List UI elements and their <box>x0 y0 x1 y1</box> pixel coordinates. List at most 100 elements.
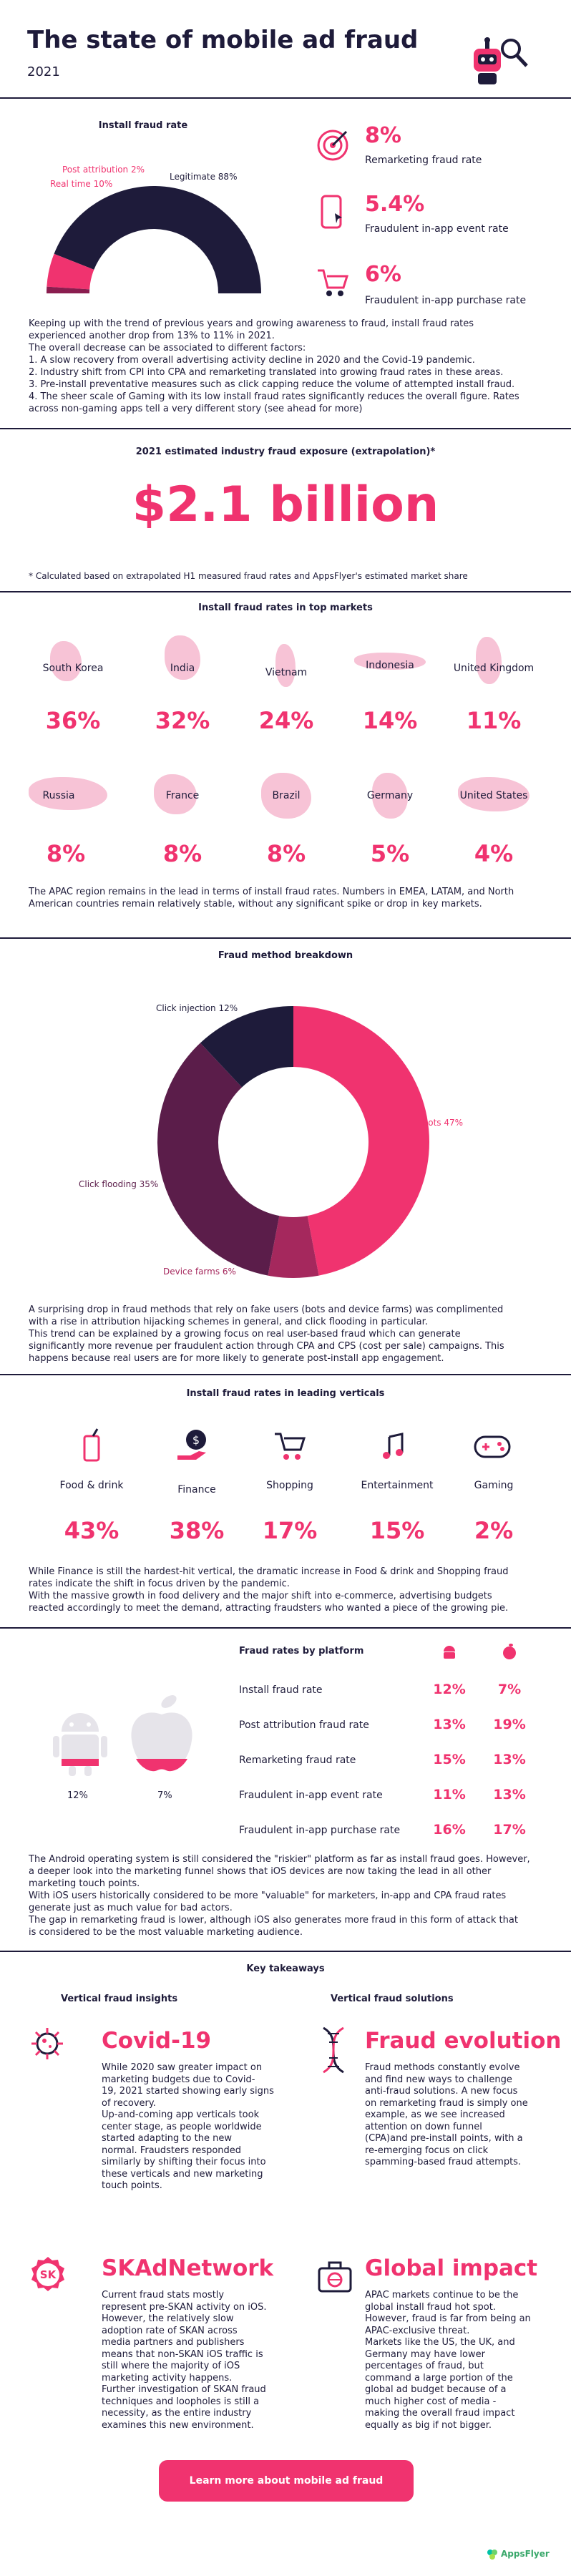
country-name: France <box>165 790 200 801</box>
exposure-value: $2.1 billion <box>132 477 439 533</box>
label-legitimate: Legitimate 88% <box>170 172 238 182</box>
divider <box>0 1951 571 1952</box>
platform-ios-value: 7% <box>497 1682 522 1697</box>
stat-label-inapp-purchase: Fraudulent in-app purchase rate <box>365 295 527 306</box>
exposure-footnote: * Calculated based on extrapolated H1 me… <box>29 571 468 581</box>
platform-ios-value: 13% <box>493 1752 526 1767</box>
country-rate: 4% <box>474 840 514 867</box>
country-name: India <box>170 663 195 674</box>
country-name: Vietnam <box>265 667 308 678</box>
platform-ios-value: 13% <box>493 1787 526 1802</box>
divider <box>0 1627 571 1629</box>
takeaways-title: Key takeaways <box>246 1963 325 1974</box>
map-vietnam <box>275 644 296 687</box>
apple-logo-icon <box>127 1693 196 1776</box>
install-fraud-title: Install fraud rate <box>98 120 188 131</box>
country-rate: 24% <box>258 707 314 734</box>
donut-slice-post-attribution <box>47 286 90 293</box>
country-rate: 8% <box>162 840 202 867</box>
vertical-rate: 15% <box>369 1517 425 1544</box>
donut-slice-device-farms <box>268 1216 319 1278</box>
cart-icon <box>315 265 351 301</box>
country-rate: 32% <box>155 707 210 734</box>
country-name: United States <box>459 790 528 801</box>
vertical-name: Entertainment <box>361 1480 434 1491</box>
stat-value-remarketing: 8% <box>365 123 401 148</box>
gamepad-icon <box>472 1433 512 1461</box>
skan-badge-icon: SK <box>29 2255 67 2294</box>
map-united-kingdom <box>476 637 502 684</box>
country-name: Brazil <box>272 790 301 801</box>
label-post-attribution: Post attribution 2% <box>62 165 145 175</box>
money-hand-icon: $ <box>175 1425 215 1465</box>
label-click-injection: Click injection 12% <box>156 1003 238 1013</box>
map-south-korea <box>50 641 82 681</box>
platform-android-value: 12% <box>433 1682 466 1697</box>
drink-cup-icon <box>79 1428 104 1463</box>
method-title: Fraud method breakdown <box>218 950 353 961</box>
map-indonesia <box>354 653 426 670</box>
install-fraud-paragraph: Keeping up with the trend of previous ye… <box>29 318 519 414</box>
country-name: Germany <box>366 790 414 801</box>
map-india <box>165 635 200 680</box>
country-rate: 8% <box>46 840 86 867</box>
vertical-name: Shopping <box>266 1480 313 1491</box>
vertical-rate: 17% <box>262 1517 318 1544</box>
stat-label-remarketing: Remarketing fraud rate <box>365 155 482 166</box>
verticals-paragraph: While Finance is still the hardest-hit v… <box>29 1566 509 1614</box>
donut-slice-real-time <box>47 253 94 290</box>
android-robot-icon <box>52 1703 109 1777</box>
donut-slice-click-injection <box>200 1006 293 1088</box>
music-note-icon <box>379 1431 408 1463</box>
platform-row-label: Fraudulent in-app purchase rate <box>239 1825 401 1836</box>
label-device-farms: Device farms 6% <box>163 1267 236 1277</box>
platform-android-value: 15% <box>433 1752 466 1767</box>
country-rate: 11% <box>466 707 522 734</box>
learn-more-button[interactable]: Learn more about mobile ad fraud <box>159 2460 414 2502</box>
dna-icon <box>318 2025 349 2075</box>
apple-icon <box>501 1643 518 1660</box>
vertical-rate: 38% <box>169 1517 225 1544</box>
platform-paragraph: The Android operating system is still co… <box>29 1854 530 1938</box>
exposure-title: 2021 estimated industry fraud exposure (… <box>135 447 436 457</box>
appsflyer-logo-icon <box>487 2549 498 2560</box>
platform-ios-value: 17% <box>493 1822 526 1838</box>
label-bots: Bots 47% <box>422 1118 464 1128</box>
markets-paragraph: The APAC region remains in the lead in t… <box>29 887 514 909</box>
platform-row-label: Post attribution fraud rate <box>239 1719 369 1731</box>
vertical-name: Gaming <box>474 1480 514 1491</box>
android-install-rate: 12% <box>67 1790 88 1801</box>
takeaway-covid-title: Covid-19 <box>102 2028 212 2054</box>
country-rate: 36% <box>45 707 101 734</box>
phone-tap-icon <box>315 193 351 232</box>
takeaway-global-text: APAC markets continue to be the global i… <box>365 2290 531 2431</box>
target-icon <box>315 127 351 163</box>
method-paragraph: A surprising drop in fraud methods that … <box>29 1304 504 1364</box>
map-united-states <box>458 777 529 811</box>
label-real-time: Real time 10% <box>50 179 113 189</box>
platform-title: Fraud rates by platform <box>239 1646 364 1657</box>
donut-slice-click-flooding <box>157 1043 280 1276</box>
robot-magnifier-icon <box>467 33 531 90</box>
globe-briefcase-icon <box>315 2255 355 2296</box>
map-germany <box>372 773 408 819</box>
platform-row-label: Remarketing fraud rate <box>239 1755 356 1766</box>
ios-install-rate: 7% <box>157 1790 172 1801</box>
map-france <box>154 774 197 814</box>
platform-row-label: Install fraud rate <box>239 1684 323 1696</box>
country-name: South Korea <box>42 663 104 674</box>
divider <box>0 428 571 429</box>
install-fraud-donut <box>47 186 262 293</box>
platform-android-value: 16% <box>433 1822 466 1838</box>
takeaway-covid-text: While 2020 saw greater impact on marketi… <box>102 2062 274 2191</box>
stat-value-inapp-event: 5.4% <box>365 192 425 217</box>
label-click-flooding: Click flooding 35% <box>79 1179 159 1189</box>
country-name: Indonesia <box>366 660 414 671</box>
android-icon <box>441 1643 458 1660</box>
method-donut <box>157 1006 430 1278</box>
divider <box>0 591 571 592</box>
country-rate: 14% <box>362 707 418 734</box>
vertical-rate: 43% <box>64 1517 119 1544</box>
donut-slice-bots <box>293 1006 430 1276</box>
shopping-cart-icon <box>272 1430 308 1463</box>
